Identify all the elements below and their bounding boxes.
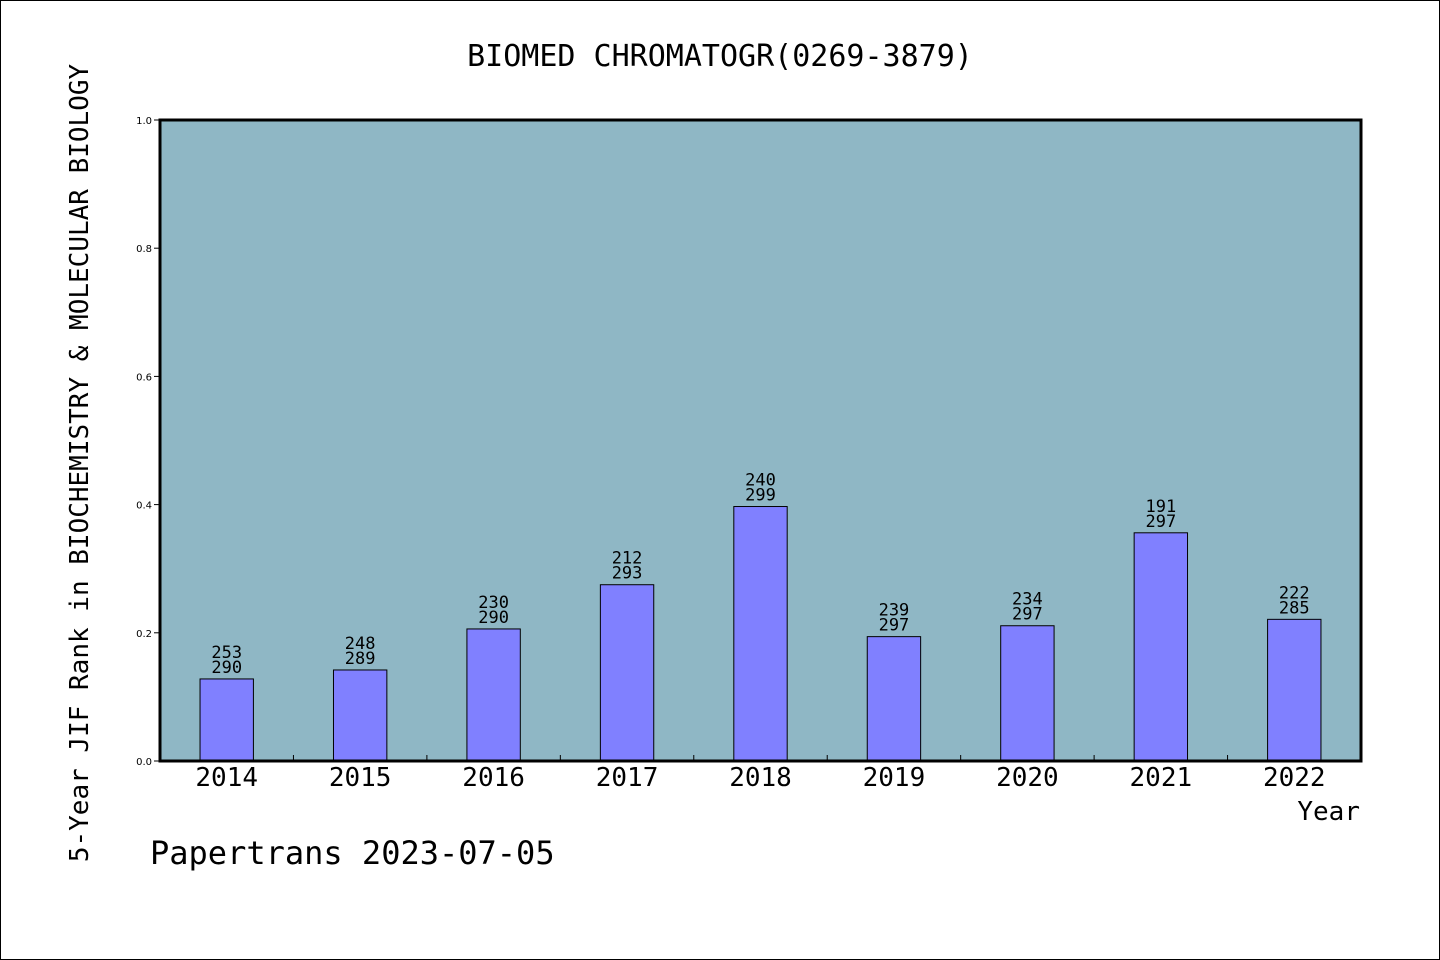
bar-label-total: 290 [211, 658, 242, 678]
x-tick-label: 2016 [462, 763, 525, 793]
bar-label-total: 293 [612, 564, 643, 584]
x-tick-label: 2018 [729, 763, 792, 793]
plot-border [158, 118, 1363, 763]
bar-label-rank: 234 [1012, 590, 1043, 610]
bar-label-rank: 239 [879, 601, 910, 621]
bar-2016 [466, 628, 521, 762]
bar-labels-group: 2532902482892302902122932402992392972342… [211, 471, 1309, 678]
bar-label-rank: 191 [1145, 497, 1176, 517]
x-tick-label: 2015 [329, 763, 392, 793]
y-tick-label: 1.0 [136, 116, 152, 127]
bar-label-total: 289 [345, 649, 376, 669]
x-tick-label: 2017 [596, 763, 659, 793]
bar-label-rank: 222 [1279, 583, 1310, 603]
bar-2019 [866, 636, 922, 762]
bar-2020 [1000, 625, 1055, 762]
x-tick-label: 2022 [1263, 763, 1326, 793]
x-tick-label: 2020 [996, 763, 1059, 793]
chart-title: BIOMED CHROMATOGR(0269-3879) [467, 39, 973, 74]
bar-label-total: 297 [1145, 512, 1176, 532]
y-tick-label: 0.4 [136, 501, 152, 512]
y-tick-label: 0.6 [136, 372, 152, 383]
bar-label-total: 285 [1279, 598, 1310, 618]
x-tick-label: 2014 [195, 763, 258, 793]
bar-label-rank: 253 [211, 643, 242, 663]
bar-label-total: 297 [879, 616, 910, 636]
bar-label-rank: 240 [745, 471, 776, 491]
bars-group [199, 506, 1322, 762]
bar-2015 [332, 669, 388, 762]
bar-2018 [733, 506, 788, 762]
y-axis: 0.0 0.2 0.4 0.6 0.8 1.0 [136, 116, 160, 768]
y-axis-label: 5-Year JIF Rank in BIOCHEMISTRY & MOLECU… [65, 63, 95, 862]
bar-label-rank: 248 [345, 634, 376, 654]
bar-label-total: 299 [745, 486, 776, 506]
y-tick-label: 0.0 [136, 757, 152, 768]
x-axis-label: Year [1297, 797, 1360, 827]
bar-label-rank: 230 [478, 593, 509, 613]
bar-label-total: 290 [478, 608, 509, 628]
bar-2017 [599, 584, 655, 762]
y-tick-label: 0.2 [136, 629, 152, 640]
y-tick-label: 0.8 [136, 244, 152, 255]
bar-label-rank: 212 [612, 549, 643, 569]
x-tick-label: 2021 [1130, 763, 1193, 793]
x-tick-label: 2019 [863, 763, 926, 793]
bar-2014 [199, 678, 254, 762]
bar-label-total: 297 [1012, 605, 1043, 625]
x-axis: 2014 2015 2016 2017 2018 2019 2020 2021 2022 [195, 755, 1326, 793]
footer-credit: Papertrans 2023-07-05 [150, 834, 555, 872]
bar-2022 [1267, 618, 1322, 762]
bar-2021 [1133, 532, 1189, 762]
